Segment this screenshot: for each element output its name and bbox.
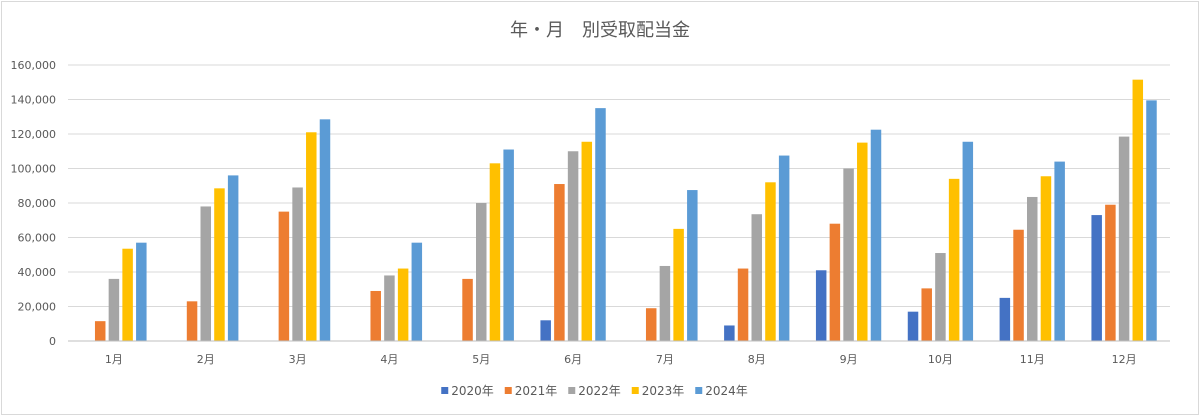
bar-2023年-12月	[1132, 79, 1144, 341]
x-tick-label: 1月	[105, 353, 123, 366]
bar-2021年-11月	[1013, 229, 1024, 341]
bar-2023年-10月	[948, 178, 960, 341]
bar-2021年-5月	[462, 278, 473, 341]
x-tick-label: 8月	[748, 353, 766, 366]
bar-2024年-6月	[595, 108, 606, 341]
bar-2023年-4月	[397, 268, 409, 341]
y-tick-label: 80,000	[18, 197, 57, 210]
bar-2020年-9月	[815, 270, 827, 341]
bar-2020年-12月	[1091, 215, 1102, 341]
bar-2021年-9月	[829, 223, 841, 341]
bar-2022年-1月	[108, 278, 120, 341]
bars	[94, 79, 1157, 342]
bar-2023年-9月	[857, 142, 868, 341]
gridlines	[68, 64, 1170, 307]
y-axis-ticks: 0 20,000 40,000 60,000 80,000 100,000 120,000 1…	[11, 59, 57, 348]
bar-2021年-3月	[278, 211, 290, 341]
bar-2021年-1月	[94, 321, 106, 341]
bar-2023年-8月	[765, 182, 776, 341]
bar-2022年-9月	[843, 168, 854, 341]
y-tick-label: 20,000	[18, 301, 57, 314]
bar-2024年-5月	[503, 149, 514, 341]
bar-2023年-2月	[214, 188, 225, 341]
x-tick-label: 11月	[1020, 353, 1045, 366]
bar-2024年-12月	[1146, 100, 1157, 341]
y-tick-label: 140,000	[11, 94, 57, 107]
bar-2021年-12月	[1105, 204, 1116, 341]
chart-title: 年・月 別受取配当金	[510, 20, 690, 41]
bar-2023年-6月	[581, 141, 593, 341]
legend: 2020年 2021年 2022年 2023年 2024年	[441, 384, 748, 398]
bar-2024年-1月	[136, 242, 147, 341]
y-tick-label: 100,000	[11, 163, 57, 176]
x-tick-label: 6月	[564, 353, 582, 366]
bar-2023年-7月	[673, 228, 684, 341]
bar-2024年-8月	[778, 155, 790, 341]
y-tick-label: 0	[49, 335, 56, 348]
bar-2024年-7月	[687, 190, 698, 341]
legend-label: 2022年	[578, 384, 621, 398]
legend-swatch	[504, 387, 512, 394]
bar-2023年-3月	[306, 132, 317, 341]
bar-2022年-7月	[659, 265, 671, 341]
bar-2023年-5月	[489, 163, 501, 341]
bar-2022年-3月	[292, 187, 303, 341]
x-tick-label: 4月	[380, 353, 398, 366]
y-tick-label: 60,000	[18, 232, 57, 245]
bar-2021年-4月	[370, 290, 381, 341]
x-tick-label: 5月	[472, 353, 490, 366]
bar-2022年-11月	[1027, 196, 1038, 341]
bar-2020年-6月	[540, 320, 551, 341]
x-tick-label: 12月	[1112, 353, 1137, 366]
x-tick-label: 10月	[928, 353, 953, 366]
bar-2022年-10月	[935, 253, 946, 341]
legend-label: 2024年	[705, 384, 748, 398]
bar-2024年-9月	[870, 129, 882, 341]
bar-2020年-11月	[999, 297, 1011, 341]
bar-2024年-10月	[962, 141, 974, 341]
bar-2023年-11月	[1040, 176, 1052, 341]
x-tick-label: 3月	[289, 353, 307, 366]
bar-2024年-11月	[1054, 161, 1065, 341]
bar-2021年-8月	[737, 268, 749, 341]
legend-label: 2020年	[451, 384, 494, 398]
bar-2022年-6月	[567, 151, 579, 341]
legend-label: 2021年	[515, 384, 558, 398]
y-tick-label: 160,000	[11, 59, 57, 72]
y-tick-label: 40,000	[18, 266, 57, 279]
bar-2024年-2月	[227, 175, 239, 341]
bar-2020年-8月	[724, 325, 735, 341]
bar-2022年-4月	[384, 275, 395, 341]
bar-2022年-12月	[1118, 136, 1130, 341]
bar-2022年-5月	[476, 203, 487, 341]
bar-2022年-8月	[751, 214, 762, 341]
bar-2021年-6月	[554, 184, 565, 341]
y-tick-label: 120,000	[11, 128, 57, 141]
legend-label: 2023年	[642, 384, 685, 398]
bar-2022年-2月	[200, 206, 211, 341]
legend-swatch	[695, 387, 703, 394]
bar-2021年-7月	[645, 308, 657, 341]
bar-2024年-3月	[319, 119, 331, 342]
bar-2021年-10月	[921, 288, 932, 341]
bar-2023年-1月	[122, 248, 133, 341]
bar-2021年-2月	[186, 301, 198, 341]
legend-swatch	[631, 387, 639, 394]
bar-2020年-10月	[907, 311, 919, 341]
x-tick-label: 2月	[197, 353, 215, 366]
x-axis-ticks: 1月 2月 3月 4月 5月 6月 7月 8月 9月 10月 11月 12月	[105, 353, 1137, 366]
legend-swatch	[441, 387, 449, 394]
legend-swatch	[568, 387, 576, 394]
bar-2024年-4月	[411, 242, 423, 341]
x-tick-label: 7月	[656, 353, 674, 366]
x-tick-label: 9月	[840, 353, 858, 366]
